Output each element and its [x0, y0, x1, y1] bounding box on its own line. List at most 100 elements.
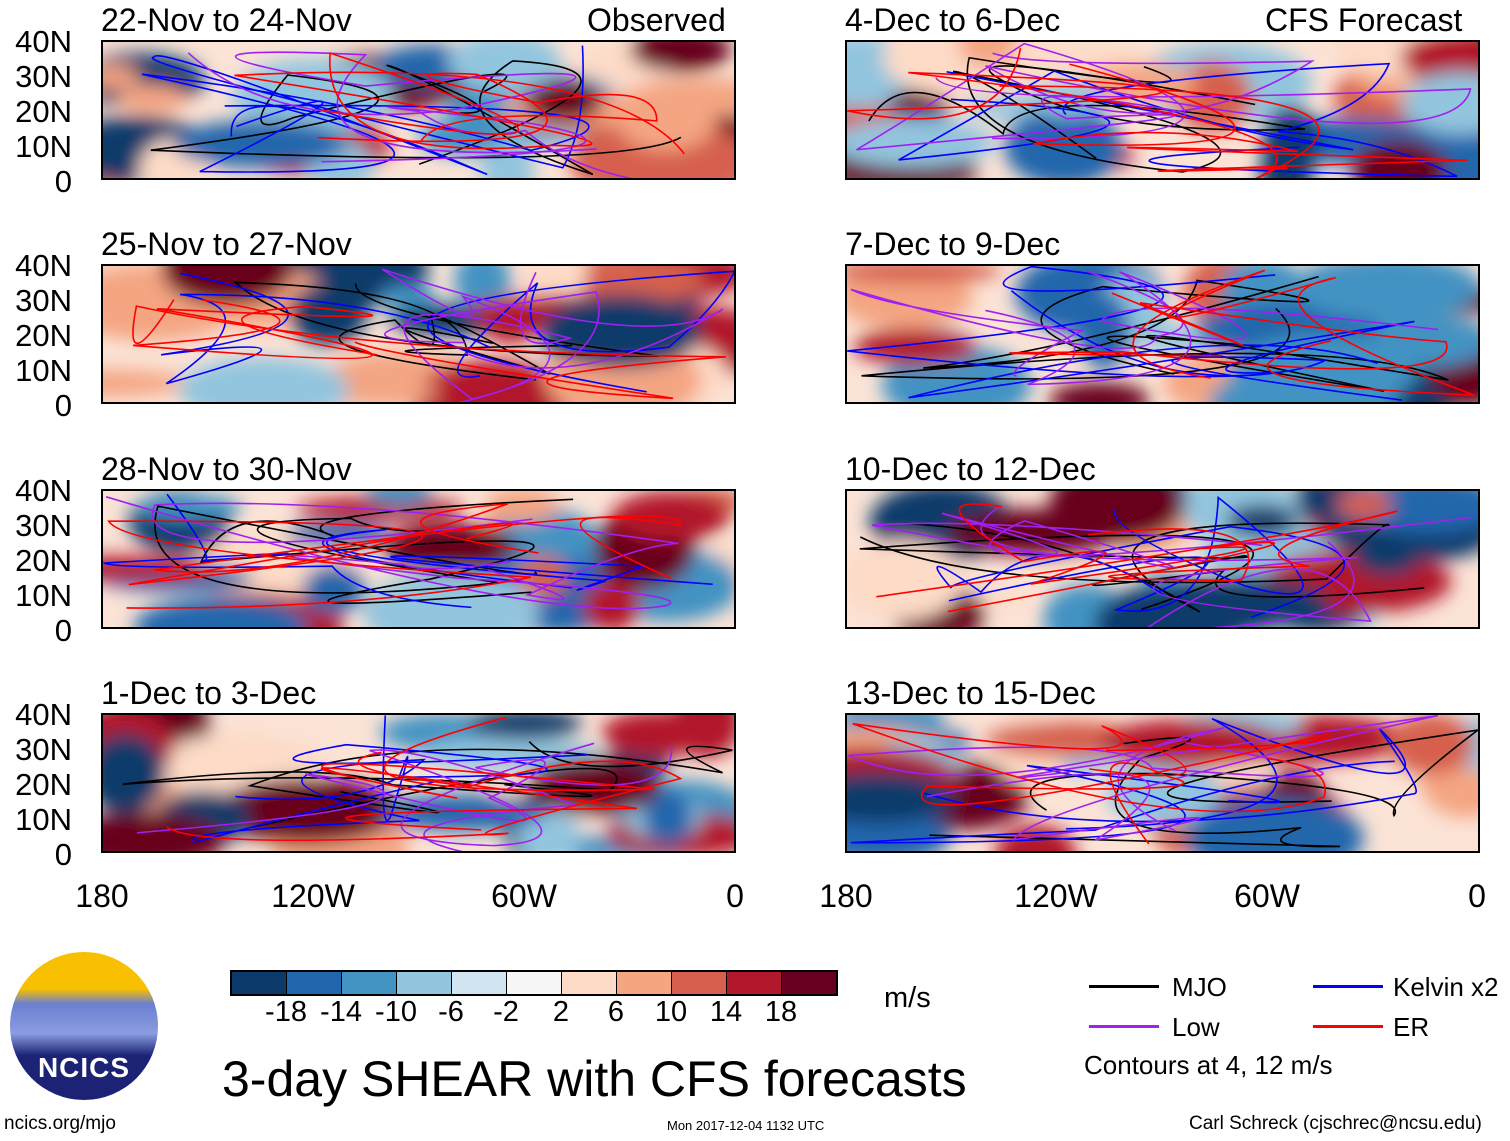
x-tick-label: 180 [75, 878, 129, 914]
x-tick-label: 120W [271, 878, 355, 914]
panel-title: 22-Nov to 24-Nov [101, 2, 352, 38]
logo-text: NCICS [37, 1052, 131, 1083]
shear-anomaly-region [135, 494, 243, 521]
colorbar-swatch [562, 972, 617, 994]
contour-er [166, 751, 683, 842]
shear-anomaly-region [540, 294, 702, 369]
contour-er [132, 299, 726, 400]
legend-label: Kelvin x2 [1393, 972, 1499, 1002]
shear-map-panel [101, 713, 736, 853]
contour-low [151, 502, 679, 601]
legend-line-mjo [1089, 985, 1159, 988]
y-tick-label: 0 [54, 837, 72, 872]
y-tick-label: 0 [54, 164, 72, 199]
contour-er [132, 299, 378, 360]
contour-mjo [923, 275, 1319, 375]
contour-mjo [861, 307, 1449, 393]
shear-anomaly-region [612, 491, 730, 542]
colorbar-label: 14 [709, 996, 743, 1028]
shear-anomaly-region [629, 42, 731, 73]
shear-anomaly-region [853, 328, 977, 366]
contour-er [1132, 269, 1475, 396]
y-tick-label: 20N [15, 767, 72, 802]
forecast-label: CFS Forecast [1265, 2, 1463, 38]
shear-map-panel [845, 713, 1480, 853]
panel-title: 4-Dec to 6-Dec [845, 2, 1061, 38]
contour-er [317, 72, 658, 143]
panel-title: 13-Dec to 15-Dec [845, 675, 1096, 711]
shear-anomaly-region [413, 360, 572, 402]
colorbar-label: 18 [764, 996, 798, 1028]
y-tick-label: 20N [15, 543, 72, 578]
footer-timestamp: Mon 2017-12-04 1132 UTC [667, 1118, 825, 1133]
x-tick-label: 180 [819, 878, 873, 914]
panel-title: 1-Dec to 3-Dec [101, 675, 317, 711]
colorbar-label: 6 [607, 996, 625, 1028]
panel-title: 10-Dec to 12-Dec [845, 451, 1096, 487]
panel-title: 28-Nov to 30-Nov [101, 451, 352, 487]
colorbar-swatch [507, 972, 562, 994]
y-tick-label: 30N [15, 59, 72, 94]
contour-er [947, 503, 1275, 613]
contour-low [321, 106, 633, 178]
shear-map-panel [845, 40, 1480, 180]
shear-anomaly-region [365, 491, 433, 506]
contour-kelvin-x2 [151, 45, 584, 176]
y-tick-label: 40N [15, 248, 72, 283]
shear-anomaly-region [103, 369, 190, 397]
contour-low [980, 507, 1372, 627]
y-tick-label: 30N [15, 508, 72, 543]
shear-anomaly-region [116, 84, 189, 114]
colorbar-swatch [397, 972, 452, 994]
panel-title: 25-Nov to 27-Nov [101, 226, 352, 262]
y-tick-label: 10N [15, 578, 72, 613]
colorbar-swatch [617, 972, 672, 994]
contour-er [847, 47, 1320, 178]
shear-map-panel [101, 264, 736, 404]
shear-anomaly-region [847, 771, 957, 824]
colorbar-label: -10 [375, 996, 417, 1028]
contour-er [920, 733, 1330, 845]
contour-er [154, 502, 681, 579]
colorbar-swatch [452, 972, 507, 994]
contour-low [848, 727, 1324, 832]
shear-anomaly-region [103, 64, 140, 89]
colorbar-swatch [727, 972, 782, 994]
shear-anomaly-region [527, 758, 660, 815]
footer-url[interactable]: ncics.org/mjo [4, 1113, 116, 1134]
shear-anomaly-region [847, 540, 963, 621]
colorbar-label: -14 [320, 996, 362, 1028]
x-tick-label: 0 [1468, 878, 1486, 914]
contour-kelvin-x2 [160, 272, 490, 385]
footer-credit: Carl Schreck (cjschrec@ncsu.edu) [1189, 1113, 1482, 1134]
y-tick-label: 40N [15, 24, 72, 59]
colorbar-label: -18 [265, 996, 307, 1028]
shear-anomaly-region [1388, 715, 1476, 775]
x-tick-label: 60W [491, 878, 557, 914]
contour-er [320, 716, 655, 831]
contour-low [856, 42, 1186, 151]
contour-mjo [150, 73, 682, 159]
contour-er [1033, 63, 1469, 172]
y-tick-label: 0 [54, 388, 72, 423]
x-tick-label: 60W [1234, 878, 1300, 914]
x-tick-label: 0 [726, 878, 744, 914]
panel-title: 7-Dec to 9-Dec [845, 226, 1061, 262]
shear-anomaly-region [1292, 266, 1478, 321]
y-tick-label: 30N [15, 732, 72, 767]
shear-anomaly-region [642, 789, 693, 845]
contour-low [926, 715, 1438, 841]
contour-kelvin-x2 [322, 528, 713, 591]
legend-line-low [1089, 1025, 1159, 1028]
legend-label: Low [1172, 1012, 1220, 1042]
observed-label: Observed [587, 2, 726, 38]
colorbar-swatch [342, 972, 397, 994]
contour-er [234, 52, 686, 155]
y-tick-label: 0 [54, 613, 72, 648]
contour-er [852, 722, 1326, 813]
y-tick-label: 20N [15, 318, 72, 353]
shear-anomaly-region [1292, 491, 1345, 521]
y-tick-label: 40N [15, 473, 72, 508]
colorbar-label: -2 [493, 996, 519, 1028]
contour-low [187, 51, 597, 154]
